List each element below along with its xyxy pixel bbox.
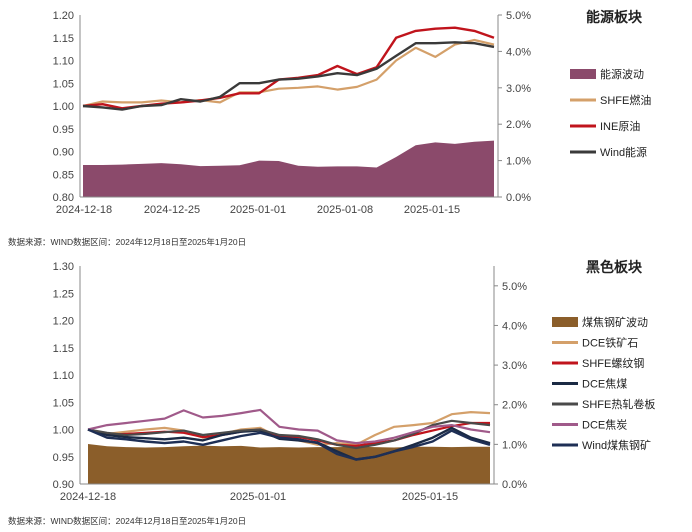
ferrous-y-tick-label: 1.25 [53, 288, 74, 300]
ferrous-y-tick-label: 1.10 [53, 370, 74, 382]
energy-x-tick-label: 2025-01-08 [317, 204, 373, 216]
energy-series-line-0 [82, 38, 495, 108]
energy-y-tick-label: 1.10 [53, 56, 74, 68]
energy-y2-tick-label: 0.0% [506, 192, 531, 204]
energy-y-ticks: 1.20 1.15 1.10 1.05 1.00 0.95 0.90 0.85 0.80 [53, 10, 74, 204]
energy-y2-ticks: 5.0% 4.0% 3.0% 2.0% 1.0% 0.0% [498, 10, 531, 204]
ferrous-series-line-3 [87, 419, 491, 450]
energy-y-tick-label: 0.95 [53, 124, 74, 136]
ferrous-y-ticks: 1.30 1.25 1.20 1.15 1.10 1.05 1.00 0.95 0.90 [53, 261, 74, 491]
ferrous-x-tick-label: 2025-01-01 [230, 491, 286, 503]
ferrous-y-tick-label: 1.15 [53, 343, 74, 355]
energy-x-tick-label: 2024-12-18 [56, 204, 112, 216]
energy-x-tick-label: 2025-01-01 [230, 204, 286, 216]
ferrous-legend-swatch-area [552, 317, 578, 327]
energy-legend-label: Wind能源 [600, 145, 647, 159]
ferrous-x-tick-label: 2024-12-18 [60, 491, 116, 503]
ferrous-chart-title: 黑色板块 [586, 259, 643, 275]
ferrous-y2-tick-label: 5.0% [502, 281, 527, 293]
energy-series-line-1 [82, 26, 495, 110]
ferrous-y2-tick-label: 4.0% [502, 320, 527, 332]
ferrous-volatility-area-layer [88, 444, 490, 484]
ferrous-series-line-4 [87, 408, 491, 445]
energy-legend-swatch-area [570, 69, 596, 79]
energy-legend-label: 能源波动 [600, 67, 644, 81]
ferrous-legend-label: DCE焦煤 [582, 378, 627, 391]
ferrous-legend-label: Wind煤焦钢矿 [582, 439, 651, 452]
ferrous-y-tick-label: 1.00 [53, 425, 74, 437]
ferrous-volatility-area [88, 444, 490, 484]
ferrous-source-note: 数据来源：WIND数据区间：2024年12月18日至2025年1月20日 [8, 516, 246, 526]
ferrous-lines-layer [87, 408, 491, 461]
ferrous-y-tick-label: 1.30 [53, 261, 74, 273]
energy-y-tick-label: 0.90 [53, 147, 74, 159]
ferrous-legend-label: SHFE螺纹钢 [582, 356, 644, 370]
energy-source-note: 数据来源：WIND数据区间：2024年12月18日至2025年1月20日 [8, 237, 246, 247]
energy-x-ticks: 2024-12-18 2024-12-25 2025-01-01 2025-01-08… [56, 204, 460, 216]
energy-y-tick-label: 1.05 [53, 78, 74, 90]
ferrous-y2-tick-label: 2.0% [502, 400, 527, 412]
ferrous-legend: 煤焦钢矿波动 DCE铁矿石 SHFE螺纹钢 DCE焦煤 SHFE热轧卷板 DCE焦炭 Win… [552, 316, 655, 452]
energy-legend: 能源波动 SHFE燃油 INE原油 Wind能源 [570, 67, 651, 159]
ferrous-x-tick-label: 2025-01-15 [402, 491, 458, 503]
energy-volatility-area [83, 140, 494, 197]
energy-chart-title: 能源板块 [586, 9, 643, 25]
ferrous-legend-label: 煤焦钢矿波动 [582, 316, 648, 329]
energy-x-tick-label: 2025-01-15 [404, 204, 460, 216]
energy-chart: 1.20 1.15 1.10 1.05 1.00 0.95 0.90 0.85 0.80 5.0… [8, 9, 651, 247]
energy-volatility-area-layer [83, 140, 494, 197]
ferrous-y2-ticks: 5.0% 4.0% 3.0% 2.0% 1.0% 0.0% [494, 281, 527, 491]
ferrous-y-tick-label: 1.05 [53, 397, 74, 409]
ferrous-y2-tick-label: 1.0% [502, 439, 527, 451]
ferrous-chart: 1.30 1.25 1.20 1.15 1.10 1.05 1.00 0.95 0.90 5.0… [8, 259, 655, 526]
energy-y2-tick-label: 3.0% [506, 83, 531, 95]
ferrous-legend-label: SHFE热轧卷板 [582, 397, 655, 411]
energy-y-tick-label: 1.15 [53, 33, 74, 45]
ferrous-y-tick-label: 0.90 [53, 479, 74, 491]
ferrous-x-ticks: 2024-12-18 2025-01-01 2025-01-15 [60, 491, 458, 503]
energy-y-tick-label: 1.20 [53, 10, 74, 22]
ferrous-y2-tick-label: 0.0% [502, 479, 527, 491]
ferrous-y-tick-label: 0.95 [53, 452, 74, 464]
energy-y-tick-label: 1.00 [53, 101, 74, 113]
ferrous-y2-tick-label: 3.0% [502, 360, 527, 372]
energy-y2-tick-label: 5.0% [506, 10, 531, 22]
energy-series-line-2 [82, 41, 495, 111]
ferrous-legend-label: DCE铁矿石 [582, 337, 638, 350]
ferrous-y-tick-label: 1.20 [53, 316, 74, 328]
energy-legend-label: INE原油 [600, 119, 640, 133]
ferrous-legend-label: DCE焦炭 [582, 419, 627, 432]
energy-x-tick-label: 2024-12-25 [144, 204, 200, 216]
energy-y-tick-label: 0.80 [53, 192, 74, 204]
energy-lines-layer [82, 26, 495, 111]
energy-y2-tick-label: 1.0% [506, 156, 531, 168]
energy-y2-tick-label: 2.0% [506, 119, 531, 131]
energy-y2-tick-label: 4.0% [506, 46, 531, 58]
energy-y-tick-label: 0.85 [53, 169, 74, 181]
energy-legend-label: SHFE燃油 [600, 93, 651, 107]
ferrous-series-line-5 [87, 428, 491, 461]
